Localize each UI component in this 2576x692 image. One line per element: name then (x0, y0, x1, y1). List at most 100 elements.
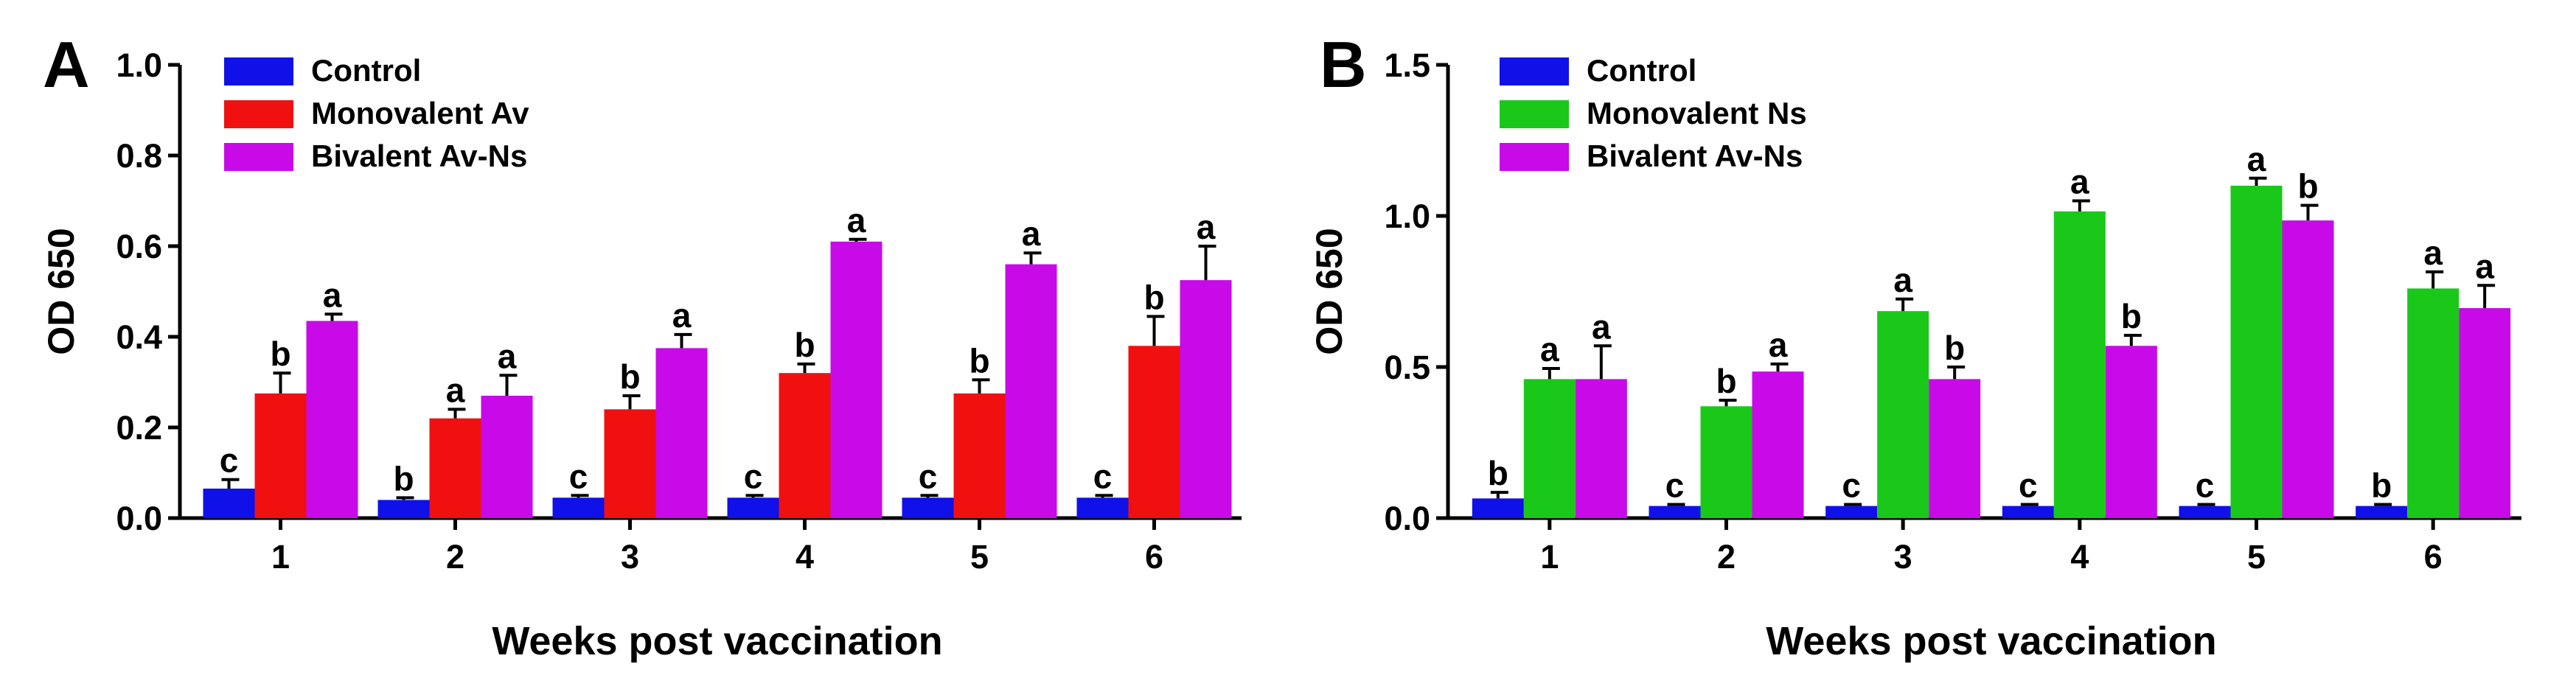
legend-swatch (1500, 143, 1569, 171)
x-tick-label: 3 (621, 538, 639, 576)
significance-label: a (1592, 307, 1611, 346)
bar (1575, 379, 1627, 518)
x-tick-label: 5 (2247, 538, 2266, 576)
y-tick-label: 0.4 (116, 318, 162, 356)
bar (1825, 506, 1878, 518)
significance-label: c (2196, 466, 2215, 505)
significance-label: b (2297, 167, 2318, 206)
bar (1472, 498, 1524, 518)
legend-swatch (1500, 57, 1569, 85)
bar (1005, 264, 1057, 518)
significance-label: b (270, 335, 290, 373)
bar (254, 393, 307, 518)
significance-label: a (323, 276, 342, 314)
significance-label: a (2247, 140, 2266, 178)
bar (2459, 308, 2511, 518)
significance-label: a (672, 296, 692, 335)
significance-label: b (393, 459, 414, 497)
bar (377, 500, 430, 518)
panel-letter: A (43, 28, 90, 101)
significance-label: a (1769, 326, 1788, 364)
x-tick-label: 4 (2070, 538, 2089, 576)
bar (1929, 379, 1981, 518)
significance-label: a (2423, 234, 2443, 272)
bar (2105, 346, 2157, 518)
y-tick-label: 0.0 (116, 500, 162, 537)
legend-label: Bivalent Av-Ns (311, 139, 527, 173)
bar (727, 497, 779, 518)
y-tick-label: 1.5 (1384, 46, 1430, 84)
bar (2179, 506, 2231, 518)
bar (203, 489, 255, 518)
significance-label: b (619, 357, 640, 396)
bar (953, 393, 1006, 518)
significance-label: b (969, 341, 989, 380)
significance-label: a (1540, 330, 1559, 368)
y-tick-label: 0.8 (116, 137, 162, 175)
legend-swatch (1500, 100, 1569, 128)
x-axis-label: Weeks post vaccination (492, 619, 942, 663)
bar (429, 418, 481, 518)
significance-label: a (2475, 247, 2494, 285)
significance-label: b (1488, 454, 1508, 492)
bar (1649, 506, 1701, 518)
x-tick-label: 6 (1145, 538, 1163, 576)
legend-swatch (224, 143, 293, 171)
legend-label: Monovalent Ns (1587, 96, 1807, 130)
bar (604, 409, 656, 518)
y-tick-label: 0.6 (116, 228, 162, 265)
panel-a: A0.00.20.40.60.81.0OD 6501cba2baa3cba4cb… (41, 28, 1242, 663)
bar (2407, 288, 2460, 518)
significance-label: b (2121, 297, 2142, 335)
significance-label: a (1893, 261, 1912, 299)
x-axis-label: Weeks post vaccination (1766, 619, 2216, 663)
y-tick-label: 1.0 (116, 46, 162, 84)
x-tick-label: 5 (970, 538, 989, 576)
bar (2356, 506, 2408, 518)
significance-label: c (1842, 466, 1861, 505)
legend-label: Monovalent Av (311, 96, 529, 130)
bar (1180, 280, 1232, 518)
x-tick-label: 3 (1894, 538, 1912, 576)
significance-label: a (847, 201, 866, 240)
bar (2282, 220, 2334, 518)
y-axis-label: OD 650 (41, 228, 82, 354)
legend: Control Monovalent Ns Bivalent Av-Ns (1500, 53, 1807, 173)
legend-label: Control (1587, 53, 1696, 88)
bar (655, 348, 708, 518)
bar (481, 395, 533, 518)
significance-label: b (1716, 362, 1736, 400)
y-tick-label: 0.5 (1384, 349, 1430, 386)
bar (2053, 211, 2106, 518)
x-tick-label: 1 (1540, 538, 1559, 576)
significance-label: b (794, 326, 815, 364)
significance-label: a (2070, 163, 2089, 201)
y-axis-label: OD 650 (1309, 228, 1350, 354)
bar (779, 373, 831, 518)
legend-swatch (224, 100, 293, 128)
legend-label: Control (311, 53, 421, 88)
bar (830, 241, 883, 518)
x-tick-label: 2 (446, 538, 464, 576)
significance-label: c (2019, 466, 2038, 505)
panel-b: B0.00.51.01.5OD 6501baa2cba3cab4cab5cab6… (1309, 28, 2521, 663)
legend-swatch (224, 57, 293, 85)
x-tick-label: 1 (271, 538, 290, 576)
significance-label: c (744, 457, 763, 495)
significance-label: c (1093, 457, 1113, 495)
significance-label: c (919, 457, 938, 495)
x-tick-label: 6 (2424, 538, 2443, 576)
y-tick-label: 0.2 (116, 409, 162, 447)
x-tick-label: 4 (796, 538, 814, 576)
significance-label: b (1944, 329, 1965, 367)
significance-label: c (220, 441, 239, 480)
significance-label: c (1665, 466, 1685, 505)
y-tick-label: 1.0 (1384, 198, 1430, 235)
bar (1752, 371, 1804, 518)
significance-label: a (498, 337, 517, 375)
bar (1523, 379, 1576, 518)
bar (2230, 186, 2283, 518)
significance-label: b (2371, 466, 2392, 505)
x-tick-label: 2 (1717, 538, 1736, 576)
